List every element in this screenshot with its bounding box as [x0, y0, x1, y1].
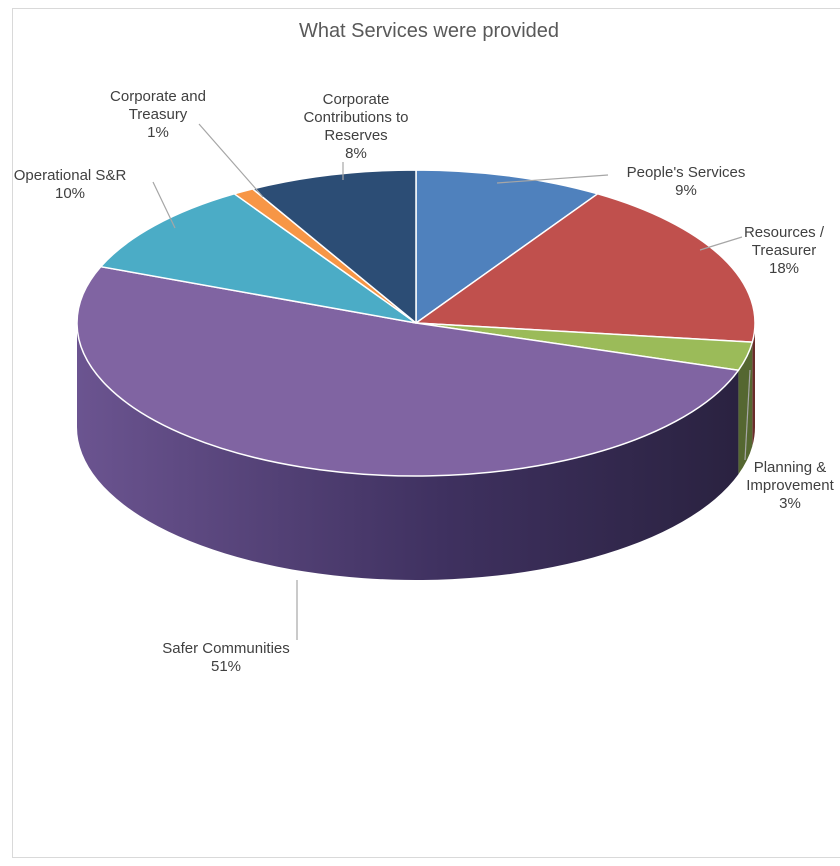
pie-slice-1[interactable] — [415, 193, 756, 343]
data-label-0: People's Services 9% — [627, 164, 746, 199]
pie-slice-3[interactable] — [76, 265, 740, 477]
chart-title: What Services were provided — [298, 20, 560, 42]
pie-side-1 — [752, 323, 755, 447]
data-label-2: Planning & Improvement 3% — [746, 459, 834, 512]
data-label-5: Corporate and Treasury 1% — [110, 88, 206, 141]
leader-line-2 — [744, 369, 751, 461]
pie-side-2 — [738, 342, 753, 475]
pie-side-3 — [77, 323, 739, 580]
leader-line-0 — [496, 174, 609, 184]
pie-slice-0[interactable] — [415, 169, 599, 324]
pie-slice-4[interactable] — [100, 193, 417, 324]
data-label-3: Safer Communities 51% — [162, 640, 290, 675]
leader-line-5 — [198, 123, 264, 198]
leader-line-1 — [699, 236, 743, 251]
data-label-1: Resources / Treasurer 18% — [744, 224, 825, 277]
data-label-4: Operational S&R 10% — [14, 167, 127, 202]
leader-line-4 — [152, 181, 176, 229]
pie-slice-6[interactable] — [251, 169, 417, 324]
data-label-6: Corporate Contributions to Reserves 8% — [303, 91, 408, 162]
